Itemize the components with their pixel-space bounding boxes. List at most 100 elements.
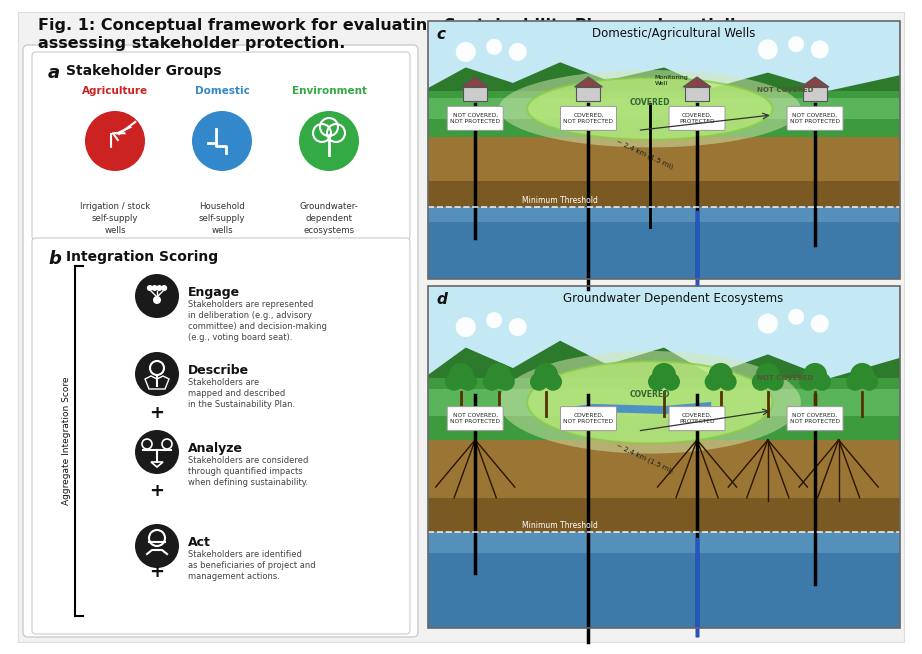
- Text: Irrigation / stock
self-supply
wells: Irrigation / stock self-supply wells: [80, 202, 150, 235]
- Text: ~ 2.4 km (1.5 mi): ~ 2.4 km (1.5 mi): [615, 139, 675, 171]
- Ellipse shape: [499, 351, 801, 454]
- Text: NOT COVERED,
NOT PROTECTED: NOT COVERED, NOT PROTECTED: [790, 112, 840, 124]
- Circle shape: [455, 317, 476, 337]
- Text: Environment: Environment: [291, 86, 367, 96]
- Text: Groundwater-
dependent
ecosystems: Groundwater- dependent ecosystems: [300, 202, 359, 235]
- Polygon shape: [428, 341, 900, 382]
- Circle shape: [153, 296, 161, 304]
- Text: Groundwater Dependent Ecosystems: Groundwater Dependent Ecosystems: [563, 292, 784, 305]
- Circle shape: [799, 373, 817, 390]
- Circle shape: [704, 373, 723, 390]
- Bar: [428, 181, 900, 207]
- Text: Fig. 1: Conceptual framework for evaluating Sustainability Plans and spatially: Fig. 1: Conceptual framework for evaluat…: [38, 18, 746, 33]
- Circle shape: [756, 363, 780, 387]
- Text: c: c: [436, 27, 445, 42]
- Text: Analyze: Analyze: [188, 442, 243, 455]
- Circle shape: [157, 285, 162, 291]
- Text: NOT COVERED: NOT COVERED: [757, 87, 813, 93]
- Circle shape: [497, 373, 514, 390]
- Bar: [428, 286, 900, 628]
- Bar: [428, 21, 900, 94]
- Text: Stakeholders are represented
in deliberation (e.g., advisory
committee) and deci: Stakeholders are represented in delibera…: [188, 300, 327, 342]
- Circle shape: [135, 524, 179, 568]
- Circle shape: [788, 36, 804, 52]
- Bar: [428, 286, 900, 440]
- Circle shape: [509, 318, 526, 336]
- FancyBboxPatch shape: [669, 407, 725, 430]
- Text: COVERED,
NOT PROTECTED: COVERED, NOT PROTECTED: [563, 413, 613, 424]
- Circle shape: [135, 274, 179, 318]
- Circle shape: [486, 312, 502, 328]
- Circle shape: [662, 373, 680, 390]
- Circle shape: [803, 363, 827, 387]
- Circle shape: [509, 43, 526, 61]
- FancyBboxPatch shape: [447, 107, 503, 130]
- Polygon shape: [428, 62, 900, 94]
- Text: Agriculture: Agriculture: [82, 86, 148, 96]
- FancyBboxPatch shape: [32, 52, 410, 240]
- Circle shape: [766, 373, 784, 390]
- Circle shape: [85, 111, 145, 171]
- Bar: [428, 498, 900, 532]
- Text: Stakeholders are considered
through quantified impacts
when defining sustainabil: Stakeholders are considered through quan…: [188, 456, 308, 487]
- Circle shape: [810, 41, 829, 58]
- Circle shape: [751, 373, 770, 390]
- Bar: [428, 388, 900, 416]
- Circle shape: [788, 309, 804, 325]
- FancyBboxPatch shape: [787, 107, 843, 130]
- FancyBboxPatch shape: [669, 107, 725, 130]
- Polygon shape: [574, 77, 602, 87]
- Text: NOT COVERED: NOT COVERED: [757, 375, 813, 381]
- Polygon shape: [461, 77, 490, 87]
- Circle shape: [846, 373, 864, 390]
- Bar: [576, 87, 600, 101]
- Circle shape: [718, 373, 737, 390]
- Circle shape: [813, 373, 831, 390]
- Text: assessing stakeholder protection.: assessing stakeholder protection.: [38, 36, 346, 51]
- Text: b: b: [48, 250, 61, 268]
- Text: Domestic/Agricultural Wells: Domestic/Agricultural Wells: [592, 27, 755, 40]
- Bar: [428, 137, 900, 207]
- Text: ~ 2.4 km (1.5 mi): ~ 2.4 km (1.5 mi): [615, 441, 675, 474]
- Text: NOT COVERED,
NOT PROTECTED: NOT COVERED, NOT PROTECTED: [790, 413, 840, 424]
- Bar: [428, 207, 900, 222]
- Text: +: +: [149, 404, 164, 422]
- Circle shape: [530, 373, 548, 390]
- Circle shape: [860, 373, 879, 390]
- Bar: [428, 98, 900, 119]
- Text: COVERED,
PROTECTED: COVERED, PROTECTED: [680, 413, 715, 424]
- Text: Minimum Threshold: Minimum Threshold: [522, 196, 598, 205]
- Text: +: +: [149, 482, 164, 500]
- Text: d: d: [436, 292, 447, 307]
- Circle shape: [810, 315, 829, 333]
- Text: NOT COVERED,
NOT PROTECTED: NOT COVERED, NOT PROTECTED: [450, 112, 501, 124]
- Circle shape: [161, 285, 167, 291]
- Circle shape: [544, 373, 562, 390]
- Circle shape: [486, 39, 502, 55]
- Circle shape: [135, 352, 179, 396]
- Text: Stakeholders are identified
as beneficiaries of project and
management actions.: Stakeholders are identified as beneficia…: [188, 550, 315, 581]
- Bar: [428, 286, 900, 628]
- Text: Stakeholders are
mapped and described
in the Sustainability Plan.: Stakeholders are mapped and described in…: [188, 378, 295, 409]
- Circle shape: [147, 285, 153, 291]
- Circle shape: [449, 363, 473, 387]
- Text: Engage: Engage: [188, 286, 240, 299]
- Text: COVERED: COVERED: [630, 98, 670, 107]
- Polygon shape: [561, 402, 711, 415]
- Circle shape: [648, 373, 666, 390]
- Circle shape: [709, 363, 733, 387]
- Bar: [803, 87, 827, 101]
- Bar: [428, 21, 900, 137]
- Circle shape: [758, 314, 778, 334]
- FancyBboxPatch shape: [23, 45, 418, 637]
- Circle shape: [459, 373, 477, 390]
- FancyBboxPatch shape: [561, 407, 617, 430]
- Polygon shape: [801, 77, 829, 87]
- Circle shape: [135, 430, 179, 474]
- Text: Act: Act: [188, 536, 211, 549]
- Bar: [428, 286, 900, 382]
- Ellipse shape: [499, 70, 801, 147]
- Bar: [428, 91, 900, 137]
- Bar: [463, 87, 487, 101]
- Text: COVERED: COVERED: [630, 390, 670, 398]
